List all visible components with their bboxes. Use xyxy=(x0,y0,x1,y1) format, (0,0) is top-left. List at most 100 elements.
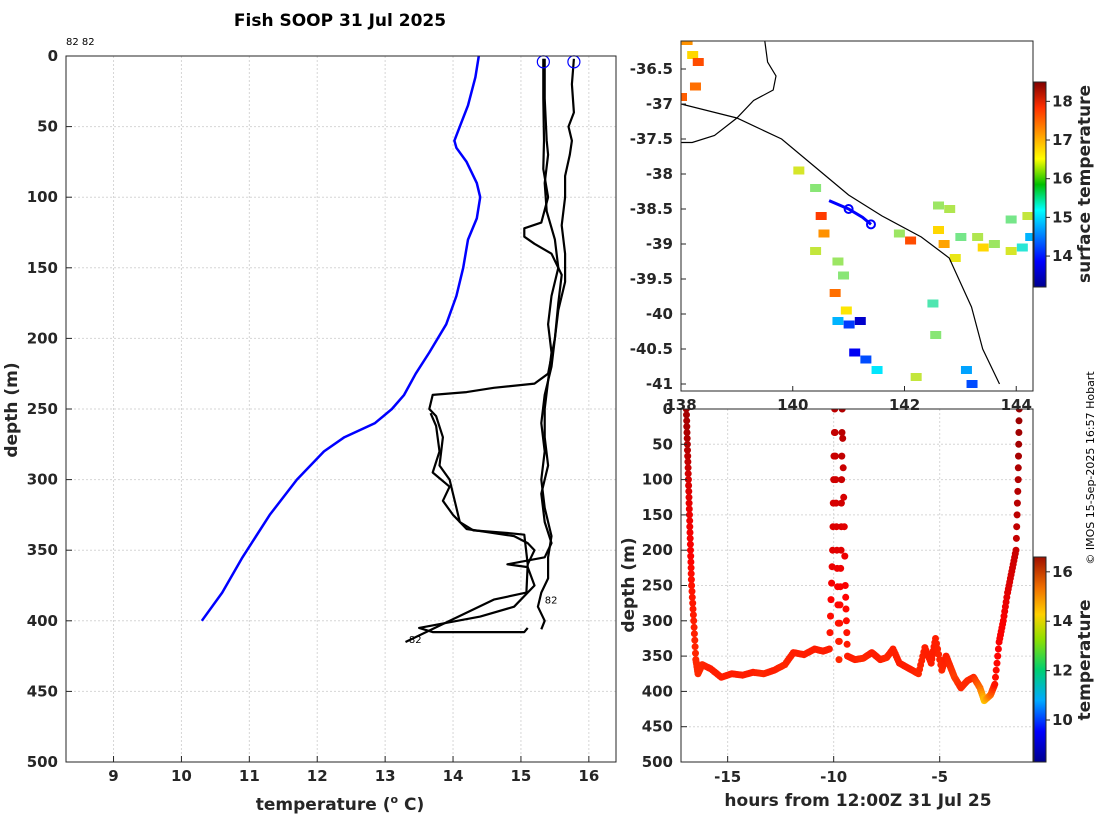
ship-track-marker xyxy=(843,204,854,214)
map-colorbar-label: surface temperature xyxy=(1075,85,1095,283)
sst-pixel xyxy=(933,201,945,210)
profile-annotation: 82 xyxy=(545,596,558,607)
ts-point xyxy=(686,523,694,531)
ts-point xyxy=(828,579,836,587)
ts-point xyxy=(687,558,695,566)
coastline xyxy=(681,41,777,144)
ts-point xyxy=(684,470,692,478)
sst-pixel xyxy=(689,82,701,91)
map-y-tick-label: -36.5 xyxy=(630,60,673,78)
sst-pixel xyxy=(960,366,972,374)
sst-pixel xyxy=(871,366,883,374)
ts-point xyxy=(686,529,694,536)
x-tick-label: 14 xyxy=(443,767,464,785)
ts-point xyxy=(992,673,999,681)
ts-point xyxy=(842,593,850,601)
ts-point xyxy=(836,601,844,609)
ts-point xyxy=(835,637,843,645)
sst-pixel xyxy=(933,226,945,234)
map-y-tick-label: -38.5 xyxy=(630,200,673,218)
x-tick-label: 15 xyxy=(511,767,532,785)
ts-point xyxy=(1015,409,1023,413)
sst-pixel xyxy=(910,373,922,381)
ts-point xyxy=(837,564,845,572)
ts-point xyxy=(688,582,696,589)
top-cast-label: 82 82 xyxy=(66,37,95,48)
ts-point xyxy=(839,434,847,442)
ts-point xyxy=(684,464,692,472)
ts-point xyxy=(827,596,835,604)
profile-annotation: 82 xyxy=(409,635,422,646)
map-colorbar-tick-label: 18 xyxy=(1052,92,1073,110)
ts-point xyxy=(1014,464,1022,472)
ts-point xyxy=(932,635,939,642)
sst-pixel xyxy=(1005,247,1017,255)
map-y-tick-label: -41 xyxy=(646,375,673,393)
ts-point xyxy=(934,645,942,653)
map-y-tick-label: -40 xyxy=(646,305,673,323)
sst-pixel xyxy=(843,320,855,329)
ship-track xyxy=(828,199,872,226)
sst-pixel xyxy=(832,257,844,266)
map-x-tick-label: 144 xyxy=(1001,396,1032,414)
sst-pixel xyxy=(1025,233,1033,241)
timeseries-colorbar xyxy=(1033,556,1047,763)
ts-point xyxy=(690,617,698,625)
timeseries-tick-labels: -15 -10 -5 0 50 100 150 200 250 300 350 400 450 500 xyxy=(642,400,948,786)
sst-pixel xyxy=(810,184,822,192)
ts-point xyxy=(838,452,846,460)
ts-y-tick-label: 50 xyxy=(652,435,673,453)
sst-pixel xyxy=(944,205,956,213)
series-line-profile-3 xyxy=(418,58,560,634)
ts-point xyxy=(684,452,692,460)
ts-point xyxy=(1014,476,1022,484)
x-axis-label-end: C) xyxy=(398,795,424,815)
ts-point xyxy=(831,409,839,413)
chart-title: Fish SOOP 31 Jul 2025 xyxy=(234,11,446,31)
ts-point xyxy=(685,487,693,495)
sst-pixel xyxy=(1005,215,1017,224)
ts-point xyxy=(994,645,1002,653)
ship-track-marker xyxy=(865,219,876,230)
map-y-tick-label: -37.5 xyxy=(630,130,673,148)
ts-point xyxy=(838,476,846,484)
sst-pixel xyxy=(854,317,866,325)
ts-point xyxy=(685,493,693,501)
ts-point xyxy=(688,587,696,595)
ts-point xyxy=(683,440,691,448)
ts-point xyxy=(1013,523,1021,531)
profile-panel: Fish SOOP 31 Jul 2025 82 82 82 82 9 10 11 12… xyxy=(2,11,617,815)
ts-point xyxy=(684,446,691,454)
ts-point xyxy=(689,605,697,613)
sst-pixel xyxy=(829,289,841,297)
sst-pixel xyxy=(905,236,917,245)
x-tick-label: 11 xyxy=(239,767,260,785)
map-colorbar-tick-label: 14 xyxy=(1052,247,1073,265)
sst-pixel xyxy=(840,306,852,315)
ts-point xyxy=(843,629,851,637)
ts-point xyxy=(825,645,833,653)
timeseries-points xyxy=(682,409,1023,705)
x-axis-label: temperature (o C) xyxy=(256,793,425,815)
timeseries-colorbar-label: temperature xyxy=(1075,599,1095,720)
ts-point xyxy=(992,666,1000,674)
ts-y-tick-label: 400 xyxy=(642,682,673,700)
sst-map-panel: -36.5 -37 -37.5 -38 -38.5 -39 -39.5 -40 -40.5 -41… xyxy=(630,40,1095,414)
ts-y-tick-label: 150 xyxy=(642,506,673,524)
ts-point xyxy=(838,409,846,413)
sst-pixel xyxy=(687,51,699,59)
ts-y-tick-label: 250 xyxy=(642,577,673,595)
x-tick-label: 16 xyxy=(578,767,599,785)
ts-point xyxy=(689,599,697,607)
map-y-tick-label: -39.5 xyxy=(630,270,673,288)
timeseries-gridlines xyxy=(681,408,1033,763)
ts-point xyxy=(685,505,693,513)
ts-point xyxy=(687,576,695,584)
profile-tick-labels: 9 10 11 12 13 14 15 16 0 50 100 150 200 250 300 350 400 4… xyxy=(27,47,600,785)
sst-pixel xyxy=(681,93,687,101)
ts-point xyxy=(832,499,840,507)
ts-point xyxy=(935,650,943,658)
sst-pixel xyxy=(1022,212,1033,220)
y-tick-label: 450 xyxy=(27,682,58,700)
series-line-profile-4 xyxy=(429,412,536,565)
